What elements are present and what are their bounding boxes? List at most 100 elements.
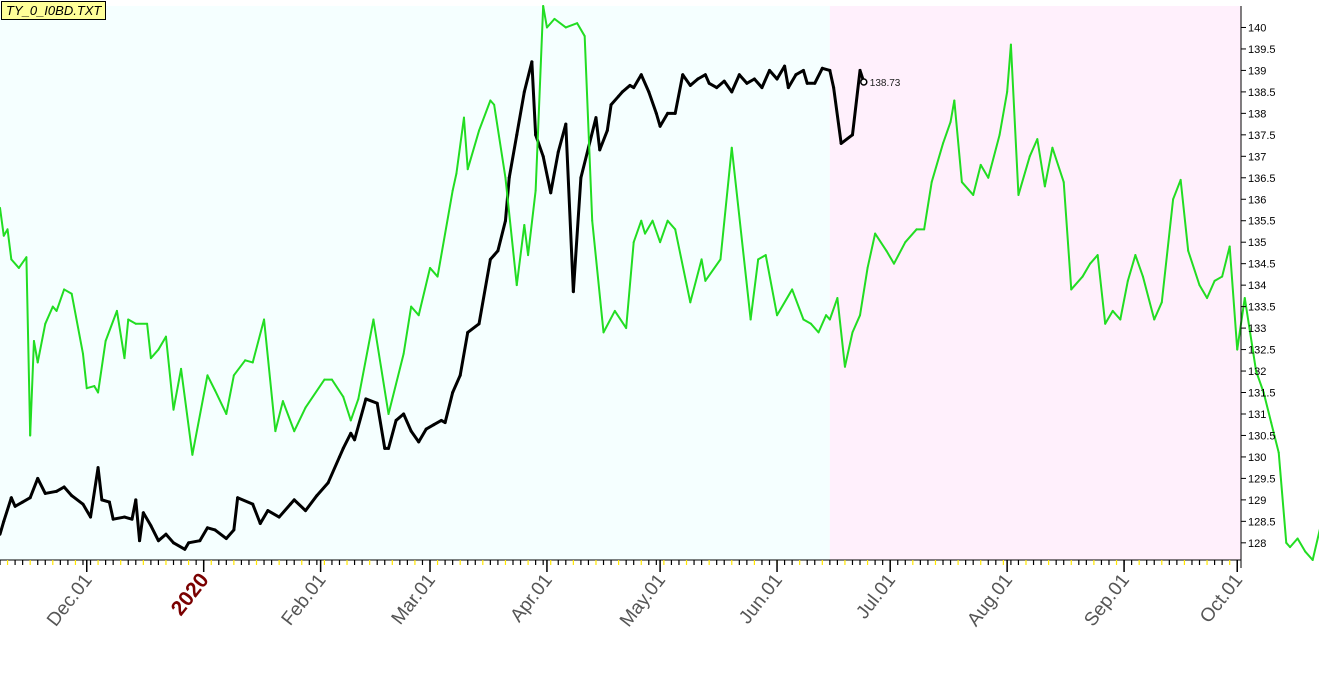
y-tick-label: 140: [1248, 22, 1266, 34]
series-1-segment: [1119, 279, 1129, 321]
series-0-segment: [564, 122, 575, 294]
series-0-segment: [443, 391, 455, 425]
series-0-segment: [515, 90, 526, 137]
series-1-segment: [923, 181, 933, 231]
series-1-segment: [10, 258, 20, 269]
series-0-segment: [43, 489, 59, 495]
series-1-segment: [55, 288, 66, 312]
series-1-segment: [749, 258, 760, 321]
series-1-segment: [632, 219, 643, 244]
series-0-segment: [70, 494, 85, 506]
y-tick-label: 132.5: [1248, 345, 1276, 357]
series-1-segment: [274, 400, 284, 433]
series-1-segment: [689, 258, 703, 304]
series-layer: [0, 5, 1319, 561]
series-1-segment: [149, 348, 160, 360]
series-1-segment: [534, 5, 545, 192]
series-1-segment: [1028, 138, 1039, 158]
series-0-segment: [187, 539, 202, 545]
series-1-segment: [1062, 181, 1073, 291]
series-1-segment: [1070, 275, 1084, 291]
series-0-segment: [673, 73, 685, 115]
series-1-segment: [29, 339, 35, 437]
series-1-segment: [987, 133, 1001, 179]
series-1: [0, 5, 1319, 561]
series-1-segment: [1289, 537, 1299, 549]
series-1-segment: [214, 389, 228, 415]
series-1-segment: [1296, 537, 1307, 553]
series-0-segment: [232, 496, 240, 532]
series-1-segment: [1270, 421, 1280, 454]
series-0-segment: [688, 77, 700, 87]
series-0-segment: [224, 528, 236, 541]
series-1-segment: [85, 385, 96, 390]
series-1-segment: [545, 17, 556, 29]
series-1-segment: [206, 374, 217, 392]
series-0-segment: [375, 401, 387, 450]
series-1-segment: [1017, 155, 1031, 196]
series-1-segment: [115, 309, 126, 360]
forecast-background: [829, 6, 1241, 560]
series-1-segment: [44, 305, 54, 325]
series-0-segment: [353, 397, 368, 442]
series-1-segment: [640, 219, 647, 235]
x-month-label: Sep.01: [1080, 570, 1134, 630]
y-tick-label: 134.5: [1248, 259, 1276, 271]
series-0-segment: [571, 176, 583, 294]
series-1-segment: [791, 288, 805, 321]
series-1-segment: [104, 309, 118, 342]
series-0-segment: [639, 73, 651, 94]
series-1-segment: [644, 219, 654, 235]
series-0-segment: [326, 455, 341, 485]
series-0-segment: [292, 498, 308, 513]
series-1-segment: [1304, 550, 1314, 561]
y-tick-label: 131: [1248, 409, 1266, 421]
series-1-segment: [293, 406, 307, 433]
series-0-segment: [341, 431, 353, 450]
series-1-segment: [1051, 146, 1065, 184]
series-1-segment: [809, 322, 820, 334]
x-month-label: Mar.01: [388, 570, 440, 629]
series-1-segment: [244, 359, 254, 364]
y-tick-label: 139: [1248, 65, 1266, 77]
series-1-segment: [553, 17, 567, 29]
series-1-segment: [123, 318, 130, 360]
series-1-segment: [851, 314, 862, 334]
y-tick-label: 128.5: [1248, 516, 1276, 528]
series-1-segment: [953, 99, 963, 184]
series-0-segment: [96, 466, 104, 502]
series-1-segment: [527, 189, 537, 257]
last-price-label: 138.73: [870, 78, 901, 89]
series-1-segment: [81, 352, 88, 390]
series-1-segment: [263, 318, 277, 433]
series-1-segment: [462, 116, 469, 171]
series-1-segment: [1255, 370, 1265, 394]
series-0-segment: [703, 73, 711, 85]
series-1-segment: [613, 309, 628, 330]
series-0-segment: [620, 83, 632, 94]
series-0-segment: [496, 219, 507, 253]
series-0-segment: [760, 68, 771, 90]
series-0-segment: [647, 90, 658, 115]
series-1-segment: [972, 163, 982, 196]
last-price-dot: [860, 78, 868, 86]
series-0-segment: [466, 322, 481, 334]
y-tick-label: 138: [1248, 108, 1266, 120]
y-tick-label: 136: [1248, 194, 1266, 206]
y-tick-label: 138.5: [1248, 87, 1276, 99]
series-0-segment: [402, 412, 413, 433]
series-1-segment: [410, 305, 420, 317]
y-tick-label: 133: [1248, 323, 1266, 335]
x-month-label: Jun.01: [735, 570, 787, 628]
series-1-segment: [625, 241, 635, 330]
series-0-segment: [594, 116, 602, 152]
y-tick-label: 135.5: [1248, 216, 1276, 228]
series-1-segment: [1134, 254, 1144, 278]
series-1-segment: [127, 318, 137, 325]
x-year-label: 2020: [167, 569, 214, 620]
series-0-segment: [541, 154, 553, 195]
series-1-segment: [666, 219, 677, 231]
series-1-segment: [32, 339, 39, 364]
series-0-segment: [149, 524, 160, 543]
y-tick-label: 130: [1248, 452, 1266, 464]
